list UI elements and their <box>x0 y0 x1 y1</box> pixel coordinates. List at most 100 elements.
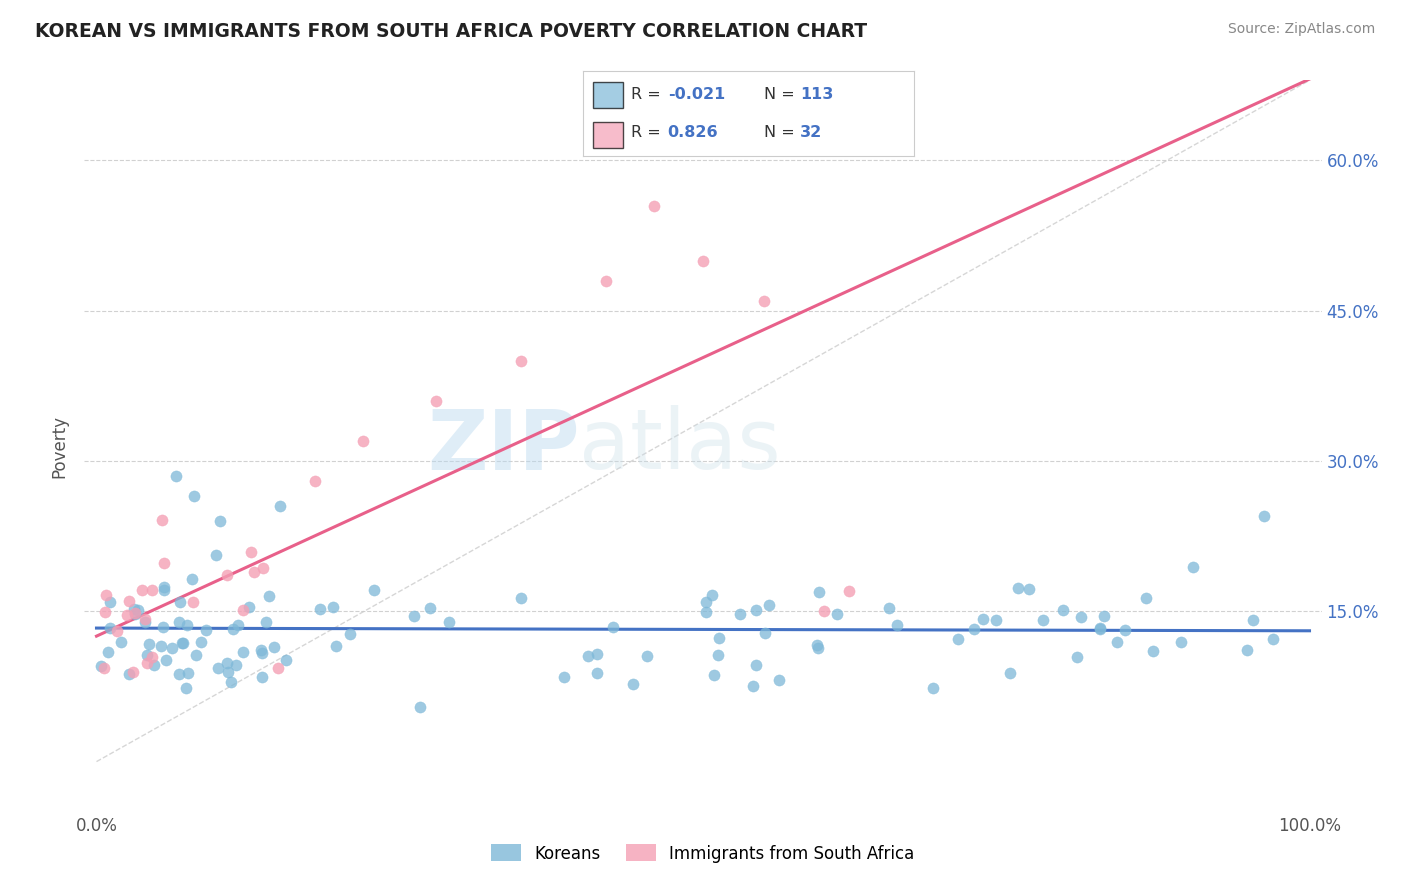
Point <box>167 667 190 681</box>
Point <box>585 647 607 661</box>
Point <box>232 645 254 659</box>
Point <box>222 622 245 636</box>
Text: 113: 113 <box>800 87 834 103</box>
Point <box>595 274 617 288</box>
Point <box>263 640 285 654</box>
Point <box>768 673 790 688</box>
Point <box>1032 613 1054 627</box>
Point <box>252 561 274 575</box>
FancyBboxPatch shape <box>593 122 623 147</box>
Point <box>243 565 266 579</box>
Point <box>1263 632 1285 647</box>
Point <box>695 595 717 609</box>
Point <box>225 657 247 672</box>
Point <box>254 615 277 629</box>
Point <box>709 632 731 646</box>
Legend: Koreans, Immigrants from South Africa: Koreans, Immigrants from South Africa <box>485 838 921 869</box>
Point <box>176 618 198 632</box>
Point <box>124 606 146 620</box>
Point <box>250 642 273 657</box>
Point <box>921 681 943 696</box>
Point <box>352 434 374 448</box>
Text: N =: N = <box>763 125 800 140</box>
Point <box>259 589 281 603</box>
Point <box>205 548 228 562</box>
Point <box>621 677 644 691</box>
Point <box>93 661 115 675</box>
Point <box>138 637 160 651</box>
FancyBboxPatch shape <box>593 82 623 108</box>
Point <box>695 605 717 619</box>
Point <box>972 612 994 626</box>
Point <box>879 600 901 615</box>
Point <box>228 618 250 632</box>
Point <box>250 647 273 661</box>
Point <box>1052 603 1074 617</box>
Point <box>1170 635 1192 649</box>
Point <box>402 609 425 624</box>
Point <box>180 572 202 586</box>
Point <box>269 499 291 513</box>
Point <box>115 607 138 622</box>
Point <box>304 474 326 488</box>
Point <box>808 585 831 599</box>
Point <box>838 584 860 599</box>
Point <box>325 639 347 653</box>
Point <box>700 588 723 602</box>
Point <box>90 658 112 673</box>
Text: Source: ZipAtlas.com: Source: ZipAtlas.com <box>1227 22 1375 37</box>
Point <box>186 648 208 662</box>
Point <box>209 514 232 528</box>
Point <box>183 489 205 503</box>
Point <box>886 618 908 632</box>
Point <box>181 595 204 609</box>
Point <box>1066 650 1088 665</box>
Point <box>1241 613 1264 627</box>
Point <box>153 583 176 598</box>
Point <box>172 636 194 650</box>
Point <box>94 605 117 619</box>
Point <box>730 607 752 621</box>
Point <box>124 607 146 621</box>
Text: KOREAN VS IMMIGRANTS FROM SOUTH AFRICA POVERTY CORRELATION CHART: KOREAN VS IMMIGRANTS FROM SOUTH AFRICA P… <box>35 22 868 41</box>
Point <box>141 650 163 665</box>
Point <box>217 665 239 679</box>
Point <box>153 556 176 570</box>
Point <box>419 600 441 615</box>
Point <box>239 545 262 559</box>
Point <box>142 658 165 673</box>
Point <box>1007 581 1029 595</box>
Point <box>946 632 969 647</box>
Point <box>96 588 118 602</box>
Point <box>408 699 430 714</box>
Point <box>217 656 239 670</box>
Point <box>100 595 122 609</box>
Text: atlas: atlas <box>579 406 780 486</box>
Point <box>169 595 191 609</box>
Point <box>1236 643 1258 657</box>
Point <box>134 612 156 626</box>
Y-axis label: Poverty: Poverty <box>51 415 69 477</box>
Point <box>986 613 1008 627</box>
Point <box>806 638 828 652</box>
Point <box>339 627 361 641</box>
Point <box>745 657 768 672</box>
Point <box>963 622 986 636</box>
Point <box>643 198 665 212</box>
Point <box>1142 644 1164 658</box>
Point <box>758 598 780 612</box>
Text: N =: N = <box>763 87 800 103</box>
Point <box>122 665 145 679</box>
Point <box>190 635 212 649</box>
Point <box>1105 634 1128 648</box>
Text: ZIP: ZIP <box>427 406 579 486</box>
Point <box>692 253 714 268</box>
Point <box>176 665 198 680</box>
Point <box>155 653 177 667</box>
Point <box>1018 582 1040 597</box>
Point <box>1114 623 1136 637</box>
Point <box>207 661 229 675</box>
Point <box>1182 560 1205 574</box>
Point <box>238 599 260 614</box>
Point <box>707 648 730 663</box>
